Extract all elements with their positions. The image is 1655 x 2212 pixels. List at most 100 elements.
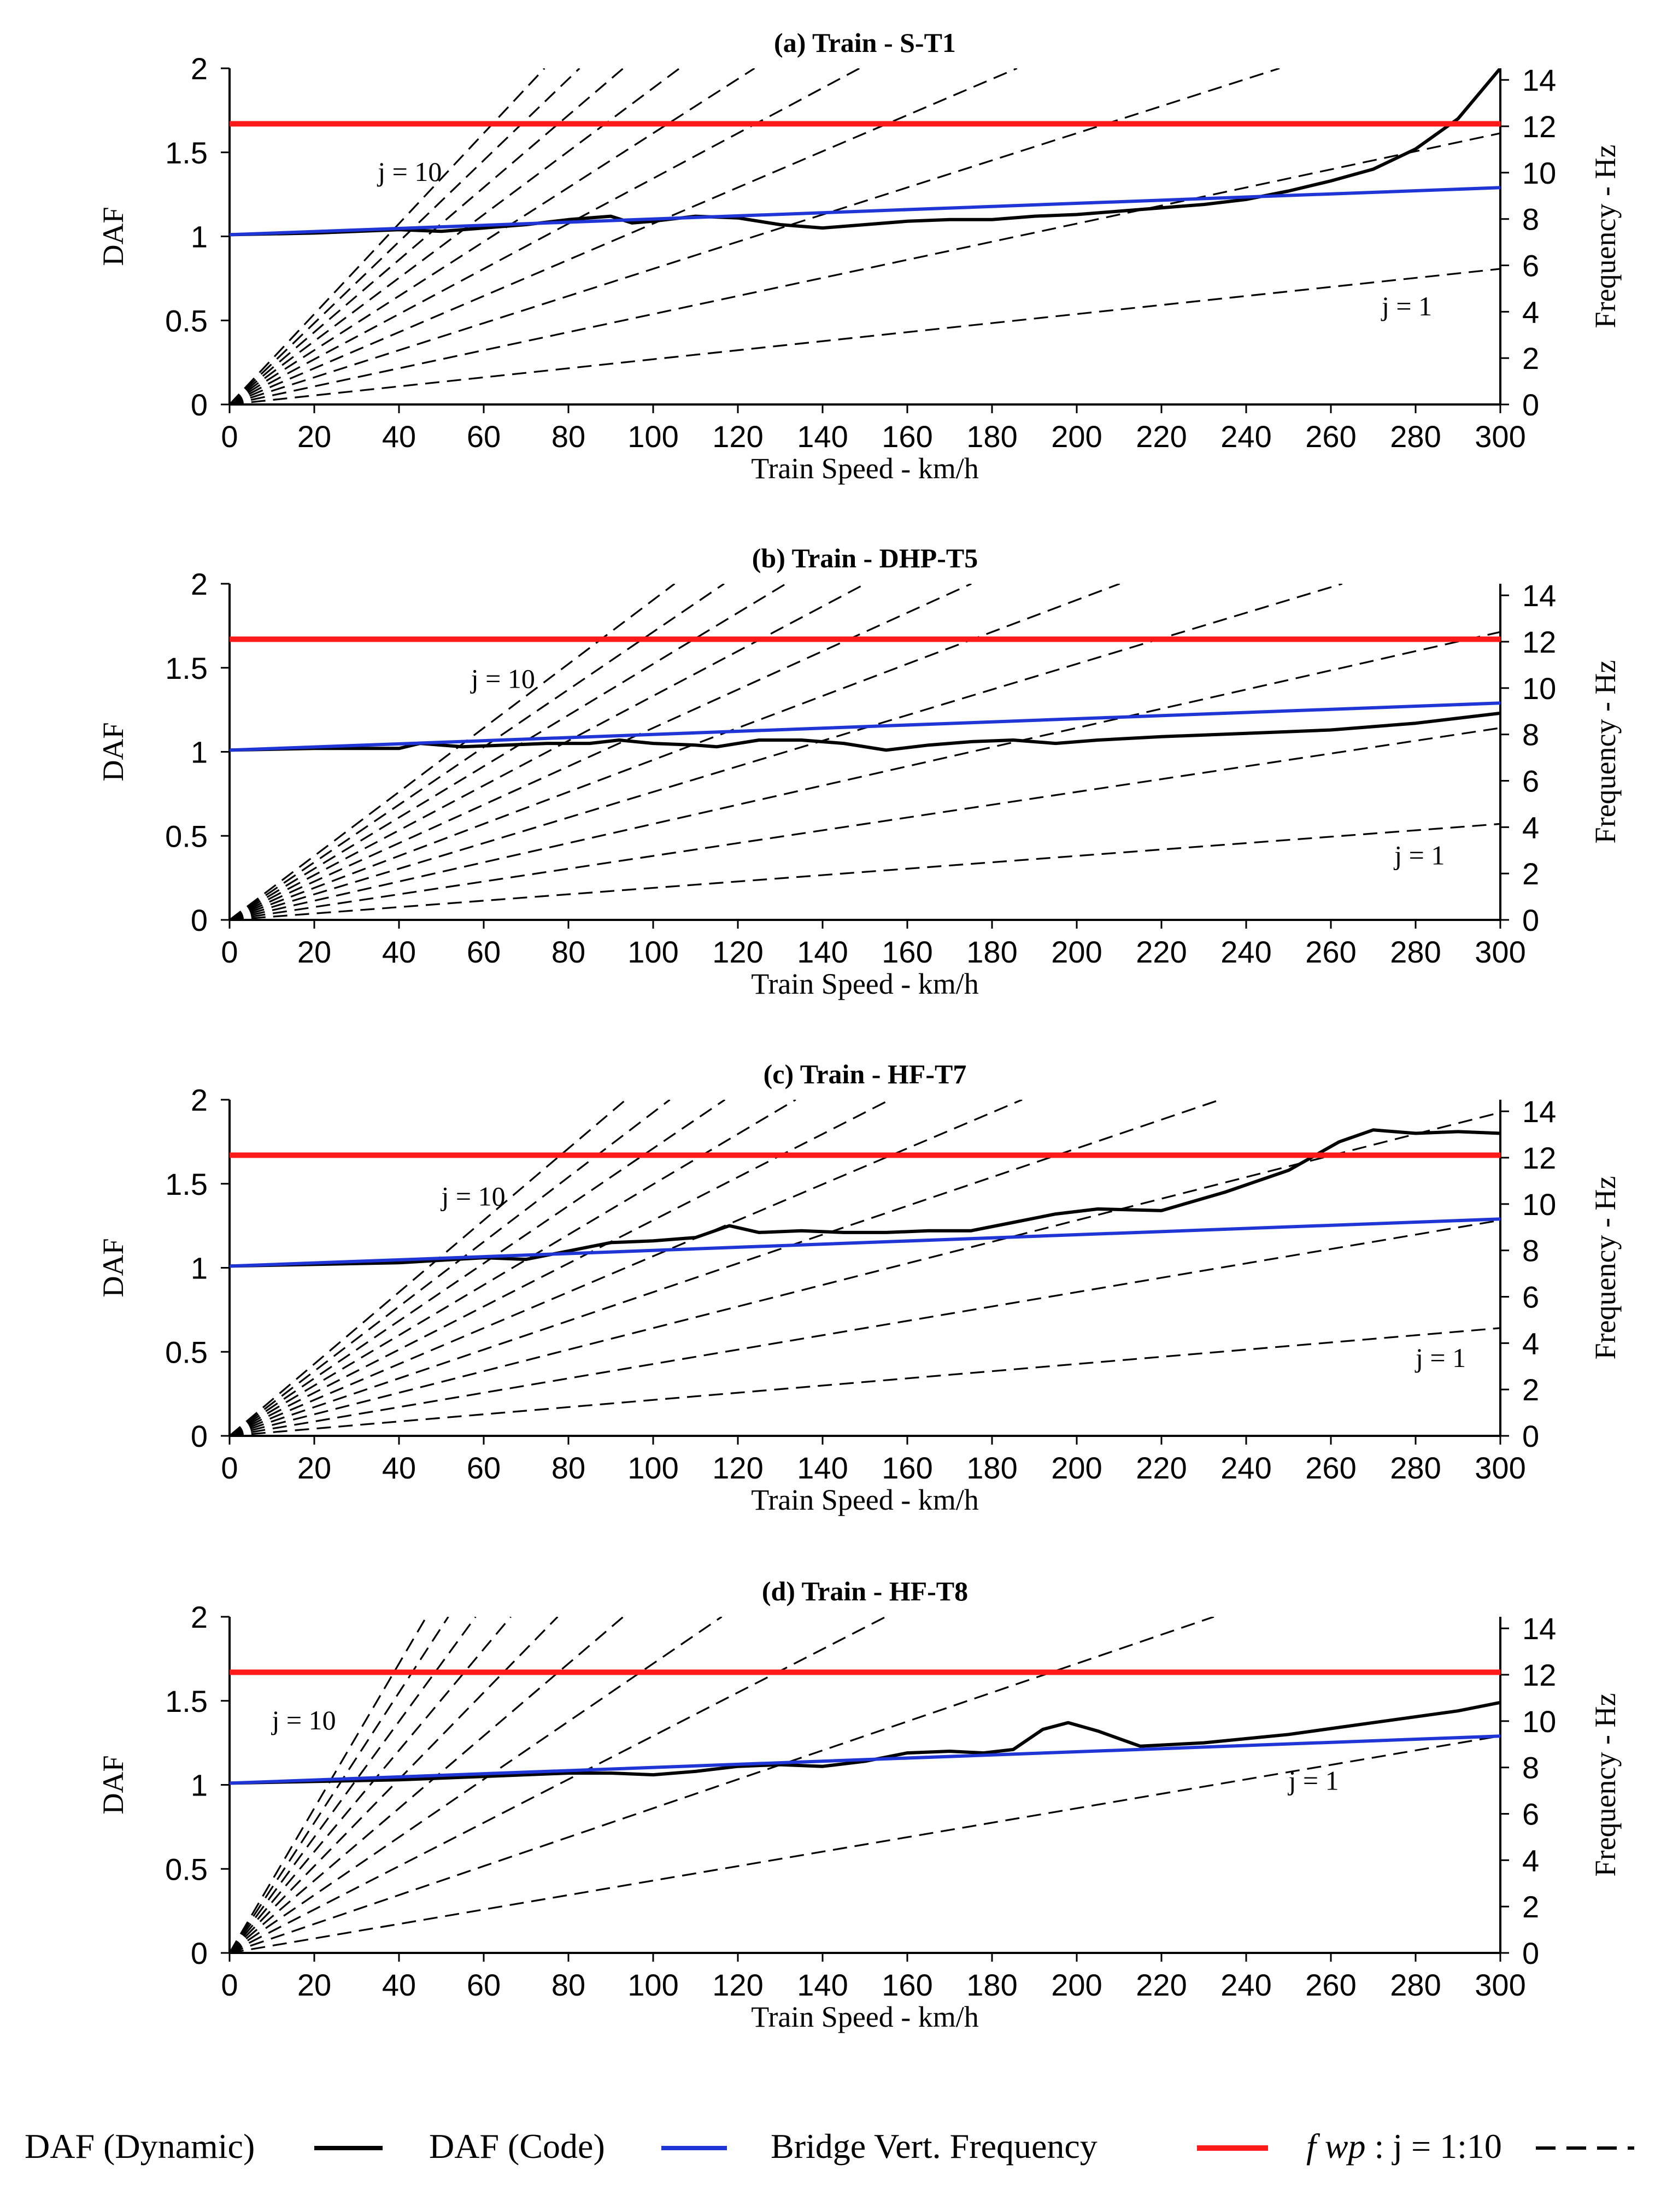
- y-axis-label: DAF: [97, 207, 130, 266]
- x-tick-label: 120: [712, 1451, 763, 1485]
- x-tick-label: 0: [221, 935, 238, 969]
- fwp-line-j8: [230, 1617, 477, 1953]
- y2-axis-label: Frequency - Hz: [1589, 1176, 1622, 1360]
- y2-tick-label: 6: [1522, 1797, 1539, 1832]
- x-tick-label: 120: [712, 935, 763, 969]
- x-axis-label: Train Speed - km/h: [751, 452, 979, 485]
- fwp-line-j8: [230, 68, 624, 404]
- y2-tick-label: 0: [1522, 1419, 1539, 1453]
- y2-tick-label: 10: [1522, 1704, 1556, 1739]
- x-tick-label: 80: [551, 419, 585, 454]
- y-tick-label: 1.5: [165, 651, 208, 685]
- x-tick-label: 300: [1475, 1968, 1525, 2002]
- y2-tick-label: 6: [1522, 764, 1539, 799]
- x-tick-label: 200: [1051, 935, 1102, 969]
- series-daf-code: [230, 1217, 1500, 1268]
- y-tick-label: 1: [191, 220, 208, 254]
- annotation: j = 10: [271, 1705, 336, 1735]
- chart-panel-3: (c) Train - HF-T70 20 40 60 80 100 120 140 160 18…: [97, 1059, 1622, 1516]
- y-tick-label: 1: [191, 735, 208, 770]
- x-axis-label: Train Speed - km/h: [751, 2000, 979, 2033]
- x-tick-label: 60: [467, 935, 501, 969]
- x-tick-label: 220: [1136, 1451, 1187, 1485]
- fwp-line-j7: [230, 1617, 512, 1953]
- legend: DAF (Dynamic) DAF (Code) Bridge Vert. Fr…: [25, 2127, 1634, 2166]
- y2-tick-label: 4: [1522, 1326, 1539, 1360]
- fwp-line-j5: [230, 1100, 1023, 1436]
- fwp-line-j2: [230, 132, 1500, 404]
- y2-tick-label: 2: [1522, 1372, 1539, 1407]
- y-axis-label: DAF: [97, 1238, 130, 1297]
- x-tick-label: 20: [297, 1968, 331, 2002]
- x-tick-label: 0: [221, 1451, 238, 1485]
- fwp-line-j4: [230, 68, 1018, 404]
- x-tick-label: 280: [1390, 1451, 1441, 1485]
- series-daf-dynamic: [230, 711, 1500, 752]
- series-daf-code: [230, 1734, 1500, 1785]
- series-daf-code: [230, 186, 1500, 237]
- y-tick-label: 0: [191, 388, 208, 422]
- x-tick-label: 100: [627, 1451, 678, 1485]
- x-tick-label: 240: [1220, 1451, 1271, 1485]
- x-tick-label: 260: [1305, 1451, 1356, 1485]
- x-tick-label: 140: [797, 419, 848, 454]
- y2-tick-label: 8: [1522, 718, 1539, 752]
- fwp-line-j8: [230, 1100, 726, 1436]
- y2-tick-label: 6: [1522, 249, 1539, 283]
- legend-label-daf-code: DAF (Code): [429, 2127, 605, 2166]
- y2-tick-label: 8: [1522, 1751, 1539, 1785]
- x-tick-label: 280: [1390, 935, 1441, 969]
- chart-panel-1: (a) Train - S-T10 20 40 60 80 100 120 140 160 180…: [97, 27, 1622, 485]
- annotation: j = 1: [1381, 291, 1432, 321]
- annotation: j = 10: [470, 664, 535, 694]
- annotation: j = 10: [377, 156, 442, 187]
- y2-axis-label: Frequency - Hz: [1589, 1693, 1622, 1877]
- x-tick-label: 100: [627, 419, 678, 454]
- fwp-line-j6: [230, 68, 755, 404]
- x-tick-label: 300: [1475, 419, 1525, 454]
- fwp-line-j3: [230, 1617, 887, 1953]
- x-tick-label: 220: [1136, 1968, 1187, 2002]
- y2-tick-label: 0: [1522, 1936, 1539, 1970]
- y-tick-label: 1.5: [165, 1684, 208, 1718]
- x-tick-label: 180: [966, 935, 1017, 969]
- y2-tick-label: 2: [1522, 1890, 1539, 1924]
- x-tick-label: 20: [297, 1451, 331, 1485]
- annotation: j = 1: [1415, 1342, 1466, 1373]
- fwp-line-j2: [230, 727, 1500, 920]
- legend-label-fwp-symbol: f wp: [1306, 2127, 1365, 2166]
- x-tick-label: 180: [966, 1451, 1017, 1485]
- x-tick-label: 0: [221, 419, 238, 454]
- series-daf-dynamic: [230, 1700, 1500, 1785]
- x-axis-label: Train Speed - km/h: [751, 1483, 979, 1516]
- x-tick-label: 240: [1220, 419, 1271, 454]
- x-tick-label: 160: [882, 935, 932, 969]
- annotation: j = 10: [441, 1181, 506, 1212]
- fwp-line-j2: [230, 1617, 1214, 1953]
- x-tick-label: 40: [382, 1451, 416, 1485]
- y2-tick-label: 10: [1522, 156, 1556, 190]
- y-tick-label: 0.5: [165, 1335, 208, 1369]
- chart-panel-4: (d) Train - HF-T80 20 40 60 80 100 120 140 160 18…: [97, 1576, 1622, 2033]
- fwp-line-j9: [230, 68, 580, 404]
- y2-axis-label: Frequency - Hz: [1589, 145, 1622, 328]
- fwp-line-j9: [230, 584, 725, 920]
- x-tick-label: 120: [712, 419, 763, 454]
- x-tick-label: 140: [797, 935, 848, 969]
- y2-tick-label: 12: [1522, 109, 1556, 144]
- y-tick-label: 2: [191, 51, 208, 86]
- x-tick-label: 160: [882, 419, 932, 454]
- plot-area: [230, 1617, 1500, 1953]
- x-tick-label: 240: [1220, 935, 1271, 969]
- series-daf-dynamic: [230, 1128, 1500, 1268]
- y2-tick-label: 12: [1522, 1658, 1556, 1692]
- x-tick-label: 40: [382, 419, 416, 454]
- fwp-line-j1: [230, 1327, 1500, 1436]
- fwp-line-j7: [230, 584, 866, 920]
- x-tick-label: 200: [1051, 1968, 1102, 2002]
- chart-title: (d) Train - HF-T8: [762, 1576, 968, 1606]
- x-tick-label: 220: [1136, 935, 1187, 969]
- x-tick-label: 260: [1305, 419, 1356, 454]
- x-tick-label: 160: [882, 1968, 932, 2002]
- fwp-line-j9: [230, 1100, 671, 1436]
